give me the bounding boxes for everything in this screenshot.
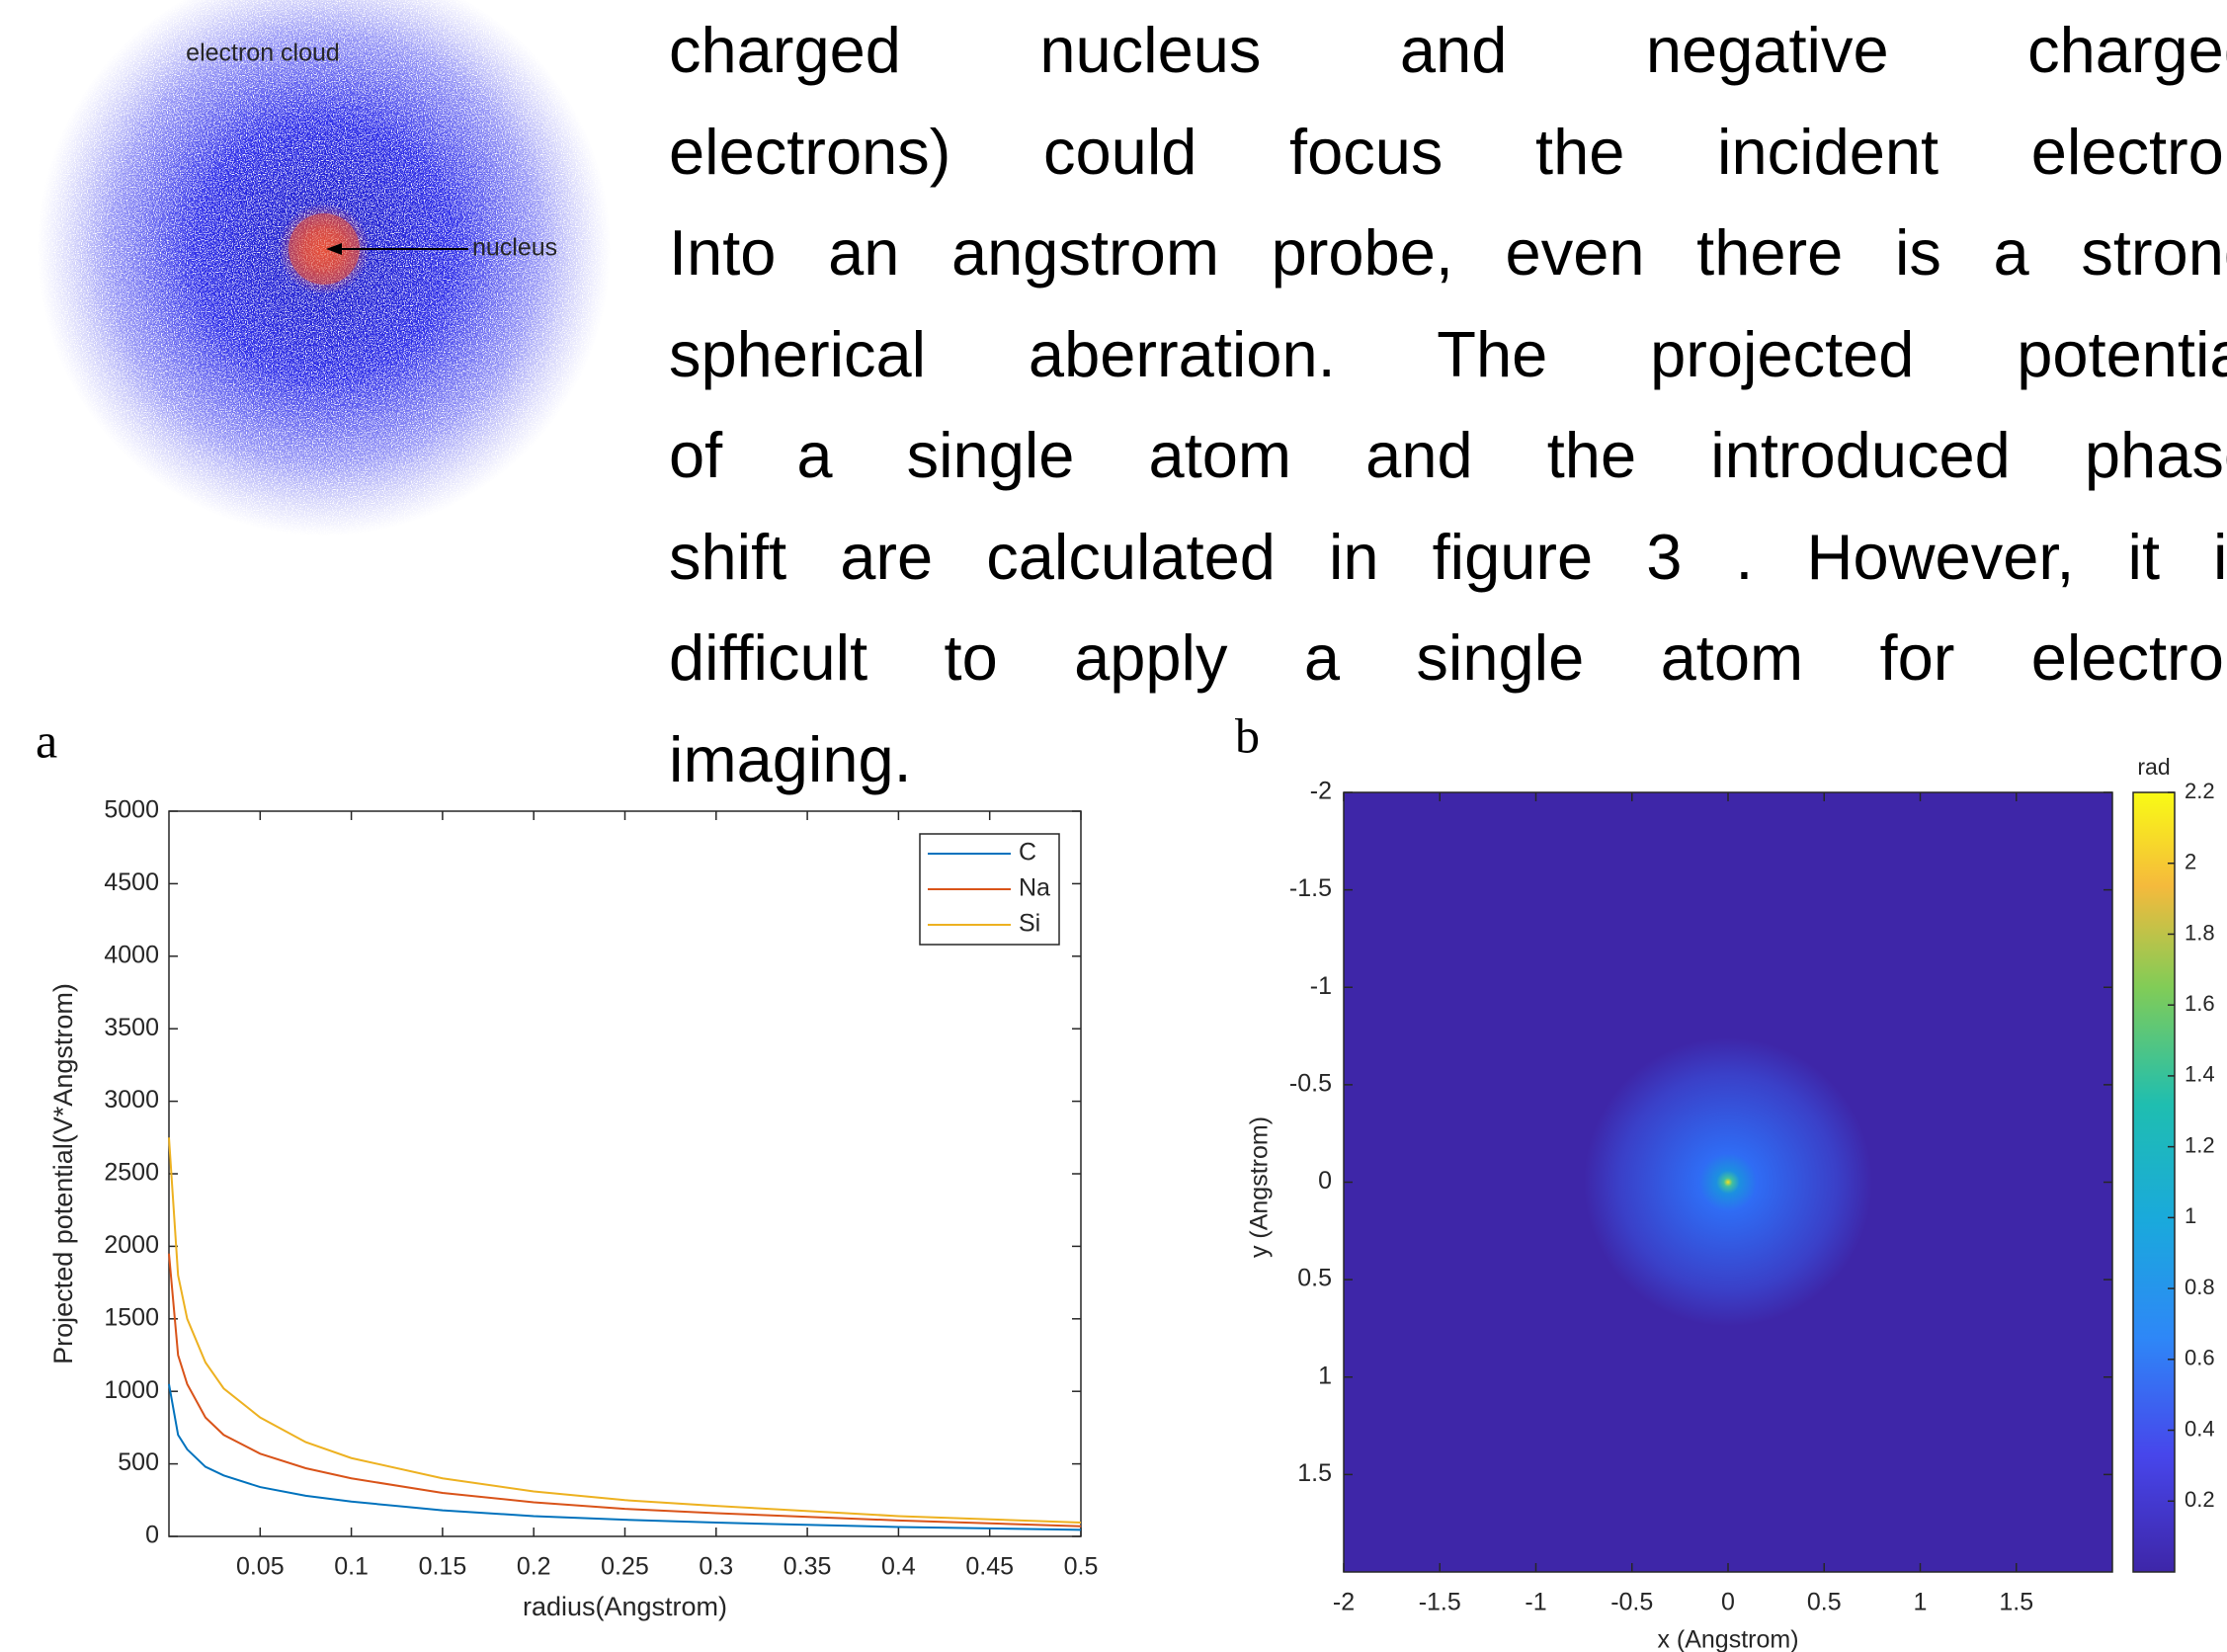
x-tick-label: 0.3 <box>699 1553 733 1581</box>
y-tick-label: -1 <box>1310 972 1332 1000</box>
text-line: charged nucleus and negative charged <box>669 0 2227 102</box>
x-tick-label: 0.45 <box>965 1553 1014 1581</box>
y-tick-label: 1000 <box>104 1376 159 1404</box>
x-axis-label: radius(Angstrom) <box>523 1592 727 1621</box>
x-tick-label: 1.5 <box>1999 1589 2033 1616</box>
y-tick-label: 1500 <box>104 1303 159 1331</box>
text-line: of a single atom and the introduced phas… <box>669 405 2227 507</box>
x-tick-label: 0.15 <box>419 1553 467 1581</box>
colorbar-tick-label: 1 <box>2185 1203 2196 1228</box>
panel-label: a <box>36 712 57 768</box>
text-line: Into an angstrom probe, even there is a … <box>669 203 2227 304</box>
text-line: shift are calculated in figure 3 . Howev… <box>669 507 2227 609</box>
legend-label: Na <box>1019 874 1050 902</box>
x-tick-label: 1 <box>1914 1589 1928 1616</box>
y-tick-label: 500 <box>118 1448 159 1476</box>
y-tick-label: 2500 <box>104 1159 159 1187</box>
y-tick-label: 0 <box>145 1522 159 1549</box>
colorbar <box>2133 792 2175 1572</box>
x-tick-label: 0 <box>1721 1589 1735 1616</box>
legend-label: C <box>1019 839 1036 867</box>
nucleus-label: nucleus <box>472 234 557 262</box>
x-tick-label: 0.35 <box>784 1553 832 1581</box>
cloud-label: electron cloud <box>186 40 340 67</box>
x-tick-label: -1 <box>1525 1589 1546 1616</box>
colorbar-tick-label: 1.6 <box>2185 991 2215 1016</box>
y-axis-label: Projected potential(V*Angstrom) <box>48 983 78 1364</box>
text-line: imaging. <box>669 709 2227 811</box>
page: electron cloud nucleus a b 0500100015002… <box>0 0 2227 1652</box>
y-tick-label: 1.5 <box>1297 1459 1332 1487</box>
electron-cloud-image: electron cloud nucleus <box>38 0 611 536</box>
text-line: electrons) could focus the incident elec… <box>669 102 2227 204</box>
y-tick-label: 2000 <box>104 1231 159 1259</box>
text-line: difficult to apply a single atom for ele… <box>669 608 2227 709</box>
x-tick-label: -2 <box>1333 1589 1355 1616</box>
y-tick-label: 4500 <box>104 868 159 896</box>
y-tick-label: -1.5 <box>1289 874 1332 902</box>
y-tick-label: 3500 <box>104 1014 159 1041</box>
y-tick-label: 3000 <box>104 1086 159 1114</box>
colorbar-tick-label: 1.4 <box>2185 1062 2215 1087</box>
x-tick-label: 0.25 <box>601 1553 649 1581</box>
y-tick-label: 1 <box>1318 1362 1332 1389</box>
x-tick-label: 0.5 <box>1807 1589 1842 1616</box>
colorbar-tick-label: 1.2 <box>2185 1132 2215 1157</box>
x-tick-label: 0.2 <box>517 1553 551 1581</box>
x-tick-label: 0.05 <box>236 1553 285 1581</box>
colorbar-tick-label: 1.8 <box>2185 920 2215 945</box>
phase-spot <box>1584 1038 1872 1327</box>
y-tick-label: 4000 <box>104 941 159 968</box>
x-axis-label: x (Angstrom) <box>1657 1626 1798 1652</box>
colorbar-tick-label: 0.6 <box>2185 1346 2215 1370</box>
x-tick-label: -0.5 <box>1610 1589 1653 1616</box>
x-tick-label: 0.4 <box>881 1553 916 1581</box>
y-tick-label: 0.5 <box>1297 1265 1332 1292</box>
x-tick-label: 0.5 <box>1064 1553 1099 1581</box>
colorbar-tick-label: 2 <box>2185 850 2196 874</box>
x-tick-label: 0.1 <box>334 1553 369 1581</box>
colorbar-tick-label: 0.2 <box>2185 1487 2215 1512</box>
colorbar-tick-label: 0.4 <box>2185 1416 2215 1441</box>
text-line: spherical aberration. The projected pote… <box>669 304 2227 406</box>
colorbar-tick-label: 0.8 <box>2185 1275 2215 1299</box>
y-tick-label: -0.5 <box>1289 1069 1332 1097</box>
y-tick-label: 5000 <box>104 796 159 824</box>
y-axis-label: y (Angstrom) <box>1246 1116 1274 1258</box>
x-tick-label: -1.5 <box>1419 1589 1461 1616</box>
legend-label: Si <box>1019 910 1040 938</box>
y-tick-label: 0 <box>1318 1167 1332 1195</box>
